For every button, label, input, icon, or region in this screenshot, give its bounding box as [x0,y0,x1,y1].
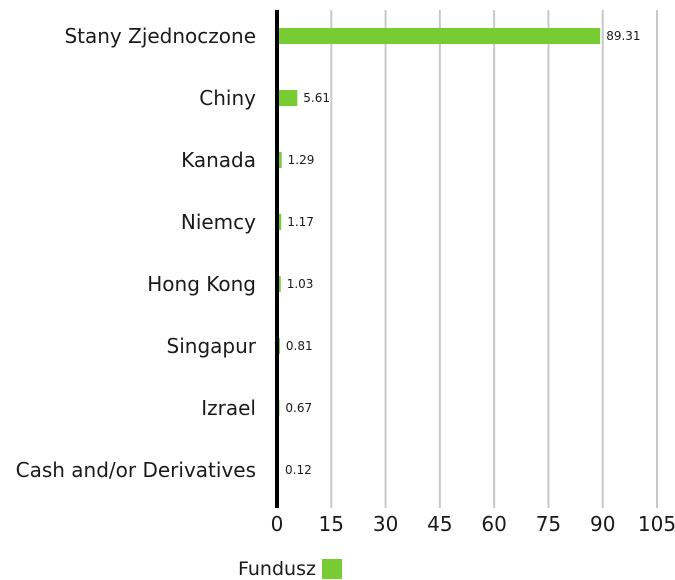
bar [277,90,298,106]
bar [277,28,601,44]
data-label: 0.81 [286,339,313,353]
x-tick-labels: 0 15 30 45 60 75 90 105 [271,512,675,536]
x-tick-label: 105 [638,512,675,536]
x-tick-label: 45 [427,512,452,536]
data-label: 1.17 [287,215,314,229]
category-label: Stany Zjednoczone [64,24,256,48]
category-label: Cash and/or Derivatives [16,458,256,482]
legend-label: Fundusz [238,558,316,580]
data-label: 5.61 [303,91,330,105]
x-tick-label: 60 [481,512,506,536]
data-label: 0.12 [285,463,312,477]
x-tick-label: 75 [536,512,561,536]
legend: Fundusz [238,558,342,580]
legend-swatch [321,559,342,579]
data-label: 1.03 [287,277,314,291]
category-label: Hong Kong [147,272,256,296]
x-tick-label: 15 [319,512,344,536]
bar [277,152,282,168]
category-labels: Stany Zjednoczone Chiny Kanada Niemcy Hong K… [16,24,257,482]
category-label: Chiny [199,86,256,110]
x-tick-label: 90 [590,512,615,536]
bar [277,214,282,230]
category-label: Niemcy [181,210,256,234]
data-labels: 89.31 5.61 1.29 1.17 1.03 0.81 0.67 0.12 [285,29,641,477]
data-label: 89.31 [606,29,640,43]
data-label: 0.67 [285,401,312,415]
category-label: Izrael [201,396,256,420]
x-tick-label: 30 [373,512,398,536]
category-label: Singapur [167,334,257,358]
x-tick-label: 0 [271,512,284,536]
category-label: Kanada [181,148,256,172]
data-label: 1.29 [288,153,315,167]
gridlines [330,10,658,508]
